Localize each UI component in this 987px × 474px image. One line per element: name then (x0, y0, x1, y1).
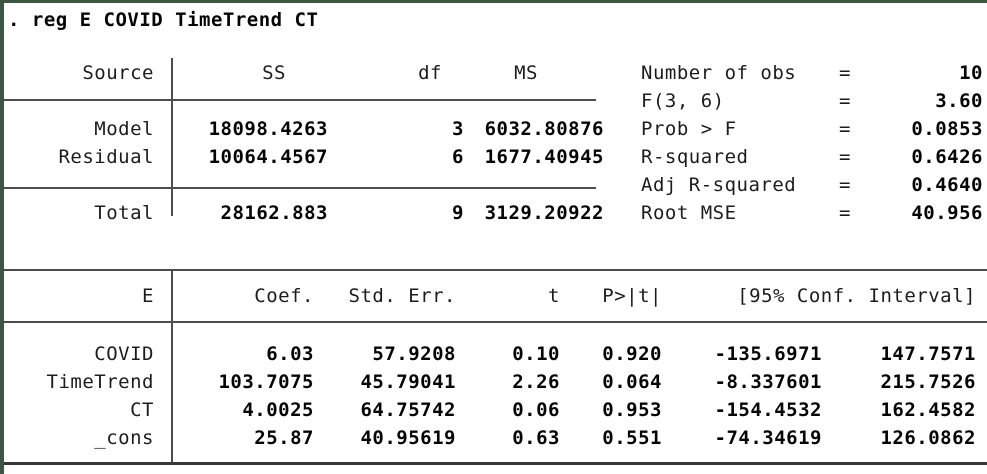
coef-covid-var: COVID (94, 343, 154, 365)
anova-total-ms: 3129.20922 (484, 202, 604, 224)
coef-covid-coef: 6.03 (266, 343, 314, 365)
coef-ct-t: 0.06 (512, 399, 560, 421)
coef-timetrend-t: 2.26 (512, 371, 560, 393)
coef-ct-stderr: 64.75742 (360, 399, 456, 421)
coef-header-ci: [95% Conf. Interval] (737, 285, 976, 307)
anova-total-ss: 28162.883 (220, 202, 328, 224)
coef-timetrend-cilow: -8.337601 (714, 371, 822, 393)
coef-table-bottom-rule (4, 462, 987, 465)
coef-timetrend-cihigh: 215.7526 (880, 371, 976, 393)
stat-nobs-eq: = (839, 62, 851, 84)
anova-total-label: Total (94, 202, 154, 224)
anova-total-df: 9 (452, 202, 464, 224)
coef-ct-coef: 4.0025 (242, 399, 314, 421)
coef-table-top-rule (4, 269, 987, 271)
stat-adjrsq-eq: = (839, 174, 851, 196)
stat-adjrsq-label: Adj R-squared (641, 174, 797, 196)
anova-total-rule (4, 187, 596, 189)
coef-timetrend-p: 0.064 (602, 371, 662, 393)
anova-header-ms: MS (514, 62, 538, 84)
coef-covid-cilow: -135.6971 (714, 343, 822, 365)
stat-probf-value: 0.0853 (911, 118, 983, 140)
coef-cons-p: 0.551 (602, 427, 662, 449)
coef-vertical-divider (171, 269, 173, 465)
stat-probf-label: Prob > F (641, 118, 737, 140)
coef-row-timetrend: TimeTrend 103.7075 45.79041 2.26 0.064 -… (4, 368, 987, 396)
stat-nobs-label: Number of obs (641, 62, 797, 84)
coef-covid-p: 0.920 (602, 343, 662, 365)
anova-residual-df: 6 (452, 146, 464, 168)
anova-residual-label: Residual (58, 146, 154, 168)
coef-row-cons: _cons 25.87 40.95619 0.63 0.551 -74.3461… (4, 424, 987, 452)
stat-row-adjrsq: Adj R-squared = 0.4640 (641, 171, 986, 199)
anova-model-df: 3 (452, 118, 464, 140)
stat-rsq-value: 0.6426 (911, 146, 983, 168)
coef-cons-cilow: -74.34619 (714, 427, 822, 449)
coef-header-rule (4, 321, 987, 323)
stat-row-nobs: Number of obs = 10 (641, 59, 986, 87)
stat-f-label: F(3, 6) (641, 90, 725, 112)
coef-header-row: E Coef. Std. Err. t P>|t| [95% Conf. Int… (4, 282, 987, 310)
anova-header-ss: SS (262, 62, 286, 84)
anova-model-ms: 6032.80876 (484, 118, 604, 140)
anova-model-ss: 18098.4263 (208, 118, 328, 140)
coef-header-t: t (548, 285, 560, 307)
coef-covid-t: 0.10 (512, 343, 560, 365)
anova-residual-ss: 10064.4567 (208, 146, 328, 168)
coef-timetrend-var: TimeTrend (46, 371, 154, 393)
anova-header-source: Source (82, 62, 154, 84)
stat-rootmse-eq: = (839, 202, 851, 224)
anova-header-row: Source SS df MS (4, 59, 604, 87)
coef-header-stderr: Std. Err. (348, 285, 456, 307)
anova-residual-ms: 1677.40945 (484, 146, 604, 168)
coef-header-depvar: E (142, 285, 154, 307)
stat-rsq-label: R-squared (641, 146, 749, 168)
anova-row-model: Model 18098.4263 3 6032.80876 (4, 115, 604, 143)
coef-row-ct: CT 4.0025 64.75742 0.06 0.953 -154.4532 … (4, 396, 987, 424)
coef-ct-cihigh: 162.4582 (880, 399, 976, 421)
coef-row-covid: COVID 6.03 57.9208 0.10 0.920 -135.6971 … (4, 340, 987, 368)
stat-row-rsq: R-squared = 0.6426 (641, 143, 986, 171)
anova-vertical-divider (171, 58, 173, 216)
stat-row-rootmse: Root MSE = 40.956 (641, 199, 986, 227)
stat-row-probf: Prob > F = 0.0853 (641, 115, 986, 143)
anova-header-rule (4, 99, 596, 101)
stat-nobs-value: 10 (959, 62, 983, 84)
coef-cons-var: _cons (94, 427, 154, 449)
anova-row-residual: Residual 10064.4567 6 1677.40945 (4, 143, 604, 171)
coef-cons-cihigh: 126.0862 (880, 427, 976, 449)
coef-cons-stderr: 40.95619 (360, 427, 456, 449)
coef-header-coef: Coef. (254, 285, 314, 307)
coef-cons-coef: 25.87 (254, 427, 314, 449)
coef-covid-cihigh: 147.7571 (880, 343, 976, 365)
stat-rsq-eq: = (839, 146, 851, 168)
anova-header-df: df (418, 62, 442, 84)
coef-ct-p: 0.953 (602, 399, 662, 421)
coef-cons-t: 0.63 (512, 427, 560, 449)
command-line: . reg E COVID TimeTrend CT (8, 9, 319, 31)
stat-adjrsq-value: 0.4640 (911, 174, 983, 196)
anova-model-label: Model (94, 118, 154, 140)
coef-timetrend-stderr: 45.79041 (360, 371, 456, 393)
stat-f-eq: = (839, 90, 851, 112)
anova-row-total: Total 28162.883 9 3129.20922 (4, 199, 604, 227)
stat-rootmse-label: Root MSE (641, 202, 737, 224)
coef-header-p: P>|t| (602, 285, 662, 307)
stat-f-value: 3.60 (935, 90, 983, 112)
coef-covid-stderr: 57.9208 (372, 343, 456, 365)
stat-row-f: F(3, 6) = 3.60 (641, 87, 986, 115)
stat-rootmse-value: 40.956 (911, 202, 983, 224)
stat-probf-eq: = (839, 118, 851, 140)
coef-ct-cilow: -154.4532 (714, 399, 822, 421)
coef-timetrend-coef: 103.7075 (218, 371, 314, 393)
coef-ct-var: CT (130, 399, 154, 421)
